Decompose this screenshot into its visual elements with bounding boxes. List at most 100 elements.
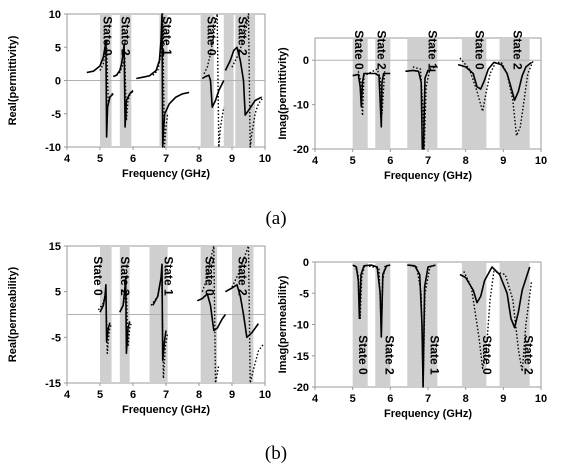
series-line-solid	[163, 91, 190, 115]
x-tick-label: 8	[196, 153, 202, 165]
x-tick-label: 4	[64, 153, 71, 165]
series-line-solid	[224, 46, 263, 116]
series-line-dotted	[231, 13, 264, 148]
y-tick-label: -5	[51, 332, 61, 344]
y-tick-label: -5	[299, 288, 309, 300]
x-tick-label: 9	[500, 393, 506, 405]
x-axis-title: Frequency (GHz)	[122, 168, 210, 180]
state-label: State 0	[91, 256, 105, 296]
series-line-solid	[196, 293, 227, 332]
panel-real-permeability: State 0 State 2 State 1 State 0 State 2 4 5 6 7 8…	[7, 241, 271, 416]
series-line-solid	[352, 72, 391, 128]
series-line-dotted	[409, 264, 436, 388]
y-tick-label: 0	[303, 55, 309, 67]
y-tick-label: 0	[55, 76, 61, 88]
state-label: State 0	[100, 16, 114, 56]
y-tick-label: -20	[293, 382, 309, 394]
state-label: State 1	[426, 30, 440, 70]
state-label: State 0	[356, 335, 370, 375]
y-tick-label: -10	[45, 142, 61, 154]
x-tick-label: 8	[463, 393, 469, 405]
x-tick-label: 4	[312, 155, 319, 167]
x-tick-label: 7	[163, 153, 169, 165]
y-tick-label: -15	[293, 351, 309, 363]
state-label: State 2	[522, 335, 536, 375]
x-tick-label: 10	[535, 155, 547, 167]
series-line-dotted	[203, 13, 225, 148]
y-tick-label: -10	[293, 100, 309, 112]
series-line-solid	[459, 266, 531, 329]
state-label: State 0	[203, 256, 217, 296]
series-line-dotted	[459, 57, 535, 137]
series-line-solid	[201, 74, 225, 108]
series-line-dotted	[231, 245, 264, 384]
y-axis-title: Real(permeability)	[7, 266, 19, 362]
x-tick-label: 5	[97, 389, 103, 401]
x-tick-label: 9	[500, 155, 506, 167]
series-line-solid	[405, 69, 436, 150]
x-tick-label: 8	[463, 155, 469, 167]
x-tick-label: 4	[64, 389, 71, 401]
x-tick-label: 10	[259, 389, 271, 401]
x-tick-label: 10	[535, 393, 547, 405]
series-line-dotted	[357, 68, 386, 117]
state-label: State 2	[119, 16, 133, 56]
y-axis-title: Imag(permeability)	[277, 275, 289, 373]
shaded-band	[375, 262, 391, 387]
x-tick-label: 9	[229, 153, 235, 165]
y-tick-label: 0	[303, 257, 309, 269]
x-tick-label: 10	[259, 153, 271, 165]
x-axis-title: Frequency (GHz)	[122, 404, 210, 416]
state-label: State 0	[204, 16, 218, 56]
x-tick-label: 7	[425, 393, 431, 405]
x-tick-label: 6	[130, 389, 136, 401]
series-line-solid	[112, 43, 134, 128]
series-line-solid	[352, 264, 391, 338]
x-tick-label: 6	[387, 155, 393, 167]
series-line-dotted	[353, 264, 386, 332]
x-tick-label: 6	[387, 393, 393, 405]
state-label: State 0	[473, 30, 487, 70]
y-tick-label: 5	[55, 42, 61, 54]
shaded-band	[461, 262, 487, 387]
x-tick-label: 5	[350, 155, 356, 167]
state-label: State 2	[236, 256, 250, 296]
state-label: State 1	[427, 335, 441, 375]
x-tick-label: 9	[229, 389, 235, 401]
shaded-band	[375, 38, 391, 149]
state-label: State 2	[382, 335, 396, 375]
state-label: State 1	[160, 16, 174, 56]
state-label: State 2	[510, 30, 524, 70]
panel-real-permittivity: State 0 State 2 State 1 State 0 State 2 4 5 6 7 8…	[7, 9, 271, 180]
panel-imag-permeability: State 0 State 2 State 1 State 0 State 2 4 5 6 7 8…	[277, 257, 547, 420]
x-tick-label: 5	[97, 153, 103, 165]
series-line-dotted	[119, 291, 133, 348]
x-tick-label: 7	[425, 155, 431, 167]
state-label: State 2	[118, 256, 132, 296]
state-label: State 2	[375, 30, 389, 70]
series-line-solid	[225, 283, 260, 339]
x-tick-label: 6	[130, 153, 136, 165]
y-axis-title: Real(permittivity)	[7, 35, 19, 125]
y-tick-label: -15	[45, 378, 61, 390]
x-tick-label: 5	[350, 393, 356, 405]
state-label: State 0	[480, 335, 494, 375]
y-tick-label: -20	[293, 144, 309, 156]
state-label: State 0	[352, 30, 366, 70]
series-line-dotted	[97, 291, 113, 354]
series-line-solid	[99, 283, 111, 343]
x-tick-label: 7	[163, 389, 169, 401]
series-line-dotted	[201, 245, 220, 384]
state-label: State 2	[236, 16, 250, 56]
series-line-solid	[136, 13, 166, 148]
caption-b: (b)	[265, 443, 287, 464]
shaded-band	[499, 38, 530, 149]
x-tick-label: 8	[196, 389, 202, 401]
y-tick-label: -10	[293, 320, 309, 332]
series-line-solid	[407, 264, 436, 388]
y-tick-label: 10	[49, 9, 61, 21]
shaded-band	[461, 38, 487, 149]
x-tick-label: 4	[312, 393, 319, 405]
y-tick-label: 5	[55, 287, 61, 299]
